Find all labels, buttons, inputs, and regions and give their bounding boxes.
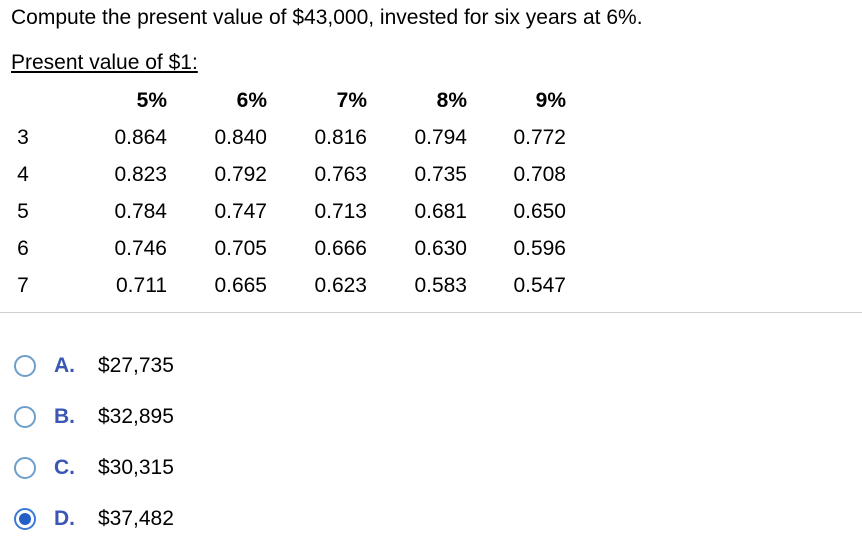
option-c[interactable]: C. $30,315 bbox=[14, 442, 174, 493]
header-cell-rate: 7% bbox=[336, 88, 367, 112]
header-cell-year bbox=[8, 82, 38, 119]
factor-cell: 0.666 bbox=[314, 236, 367, 260]
year-cell: 7 bbox=[17, 273, 29, 297]
option-text: $32,895 bbox=[98, 404, 174, 428]
factor-cell: 0.583 bbox=[414, 273, 467, 297]
radio-button-icon[interactable] bbox=[14, 354, 36, 377]
table-row: 4 0.823 0.792 0.763 0.735 0.708 bbox=[8, 156, 566, 193]
factor-cell: 0.735 bbox=[414, 162, 467, 186]
factor-cell: 0.864 bbox=[114, 125, 167, 149]
factor-cell: 0.596 bbox=[513, 236, 566, 260]
header-cell-rate: 9% bbox=[535, 88, 566, 112]
year-cell: 5 bbox=[17, 199, 29, 223]
table-title: Present value of $1: bbox=[11, 51, 198, 74]
option-text: $27,735 bbox=[98, 353, 174, 377]
table-header-row: 5% 6% 7% 8% 9% bbox=[8, 82, 566, 119]
option-letter: C. bbox=[54, 455, 75, 479]
factor-cell: 0.784 bbox=[114, 199, 167, 223]
factor-cell: 0.816 bbox=[314, 125, 367, 149]
option-a[interactable]: A. $27,735 bbox=[14, 340, 174, 391]
factor-cell: 0.840 bbox=[214, 125, 267, 149]
section-divider bbox=[0, 312, 862, 313]
factor-cell: 0.713 bbox=[314, 199, 367, 223]
option-text: $37,482 bbox=[98, 506, 174, 530]
factor-cell: 0.711 bbox=[116, 273, 167, 297]
header-cell-rate: 8% bbox=[436, 88, 467, 112]
factor-cell: 0.708 bbox=[513, 162, 566, 186]
option-text: $30,315 bbox=[98, 455, 174, 479]
radio-button-icon[interactable] bbox=[14, 456, 36, 479]
table-row: 5 0.784 0.747 0.713 0.681 0.650 bbox=[8, 193, 566, 230]
present-value-table: 5% 6% 7% 8% 9% 3 0.864 0.840 0.816 0.794… bbox=[8, 82, 566, 304]
factor-cell: 0.547 bbox=[513, 273, 566, 297]
radio-button-icon[interactable] bbox=[14, 405, 36, 428]
option-letter: D. bbox=[54, 506, 75, 530]
table-row: 3 0.864 0.840 0.816 0.794 0.772 bbox=[8, 119, 566, 156]
factor-cell: 0.823 bbox=[114, 162, 167, 186]
option-b[interactable]: B. $32,895 bbox=[14, 391, 174, 442]
factor-cell: 0.705 bbox=[214, 236, 267, 260]
option-letter: B. bbox=[54, 404, 75, 428]
year-cell: 6 bbox=[17, 236, 29, 260]
factor-cell: 0.681 bbox=[414, 199, 467, 223]
factor-cell: 0.746 bbox=[114, 236, 167, 260]
header-cell-rate: 5% bbox=[136, 88, 167, 112]
answer-options: A. $27,735 B. $32,895 C. $30,315 D. $37,… bbox=[14, 340, 174, 544]
factor-cell: 0.630 bbox=[414, 236, 467, 260]
factor-cell: 0.792 bbox=[214, 162, 267, 186]
year-cell: 4 bbox=[17, 162, 29, 186]
radio-button-selected-icon[interactable] bbox=[14, 507, 36, 530]
factor-cell: 0.772 bbox=[513, 125, 566, 149]
option-letter: A. bbox=[54, 353, 75, 377]
header-cell-rate: 6% bbox=[236, 88, 267, 112]
factor-cell: 0.623 bbox=[314, 273, 367, 297]
table-row: 7 0.711 0.665 0.623 0.583 0.547 bbox=[8, 267, 566, 304]
factor-cell: 0.794 bbox=[414, 125, 467, 149]
table-row: 6 0.746 0.705 0.666 0.630 0.596 bbox=[8, 230, 566, 267]
factor-cell: 0.763 bbox=[314, 162, 367, 186]
factor-cell: 0.665 bbox=[214, 273, 267, 297]
factor-cell: 0.650 bbox=[513, 199, 566, 223]
year-cell: 3 bbox=[17, 125, 29, 149]
question-text: Compute the present value of $43,000, in… bbox=[11, 6, 643, 29]
option-d[interactable]: D. $37,482 bbox=[14, 493, 174, 544]
factor-cell: 0.747 bbox=[214, 199, 267, 223]
